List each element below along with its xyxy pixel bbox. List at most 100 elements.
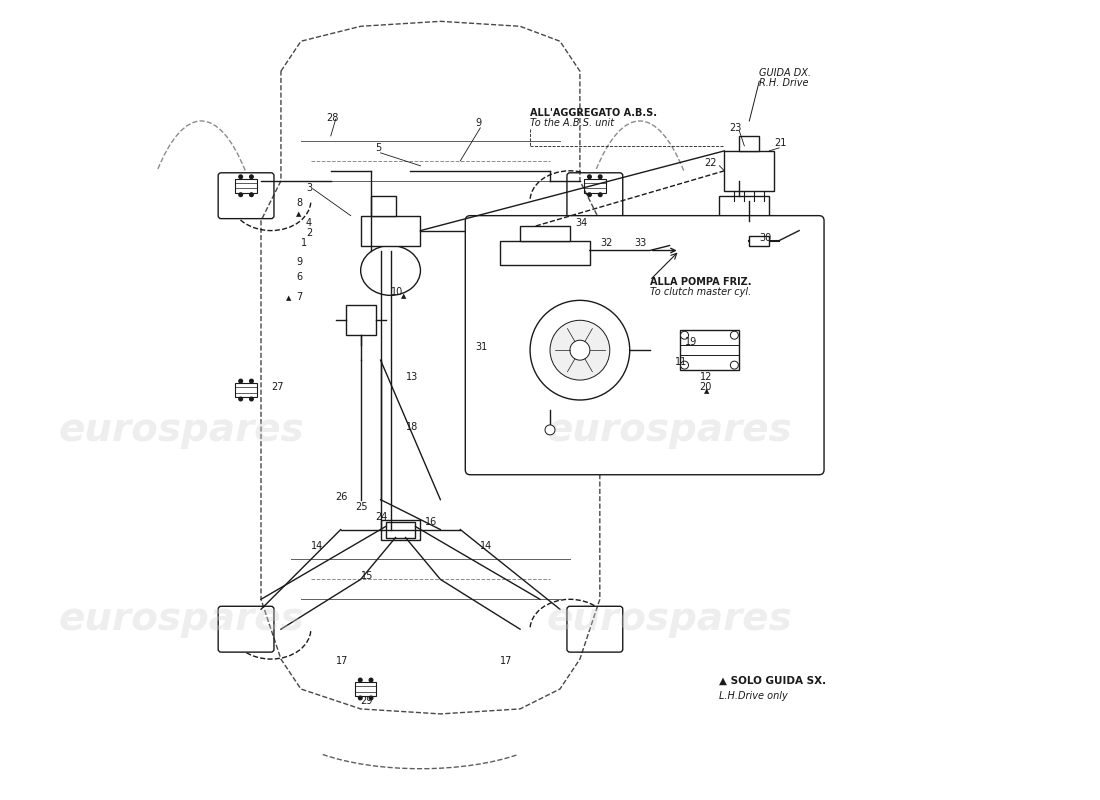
Text: 17: 17 xyxy=(500,656,513,666)
Text: 3: 3 xyxy=(306,182,312,193)
Bar xyxy=(355,682,376,696)
FancyArrowPatch shape xyxy=(652,248,675,253)
Text: 22: 22 xyxy=(704,158,717,168)
Circle shape xyxy=(370,678,373,682)
Text: 33: 33 xyxy=(635,238,647,247)
Bar xyxy=(371,196,396,216)
Text: 4: 4 xyxy=(306,218,312,228)
Text: 9: 9 xyxy=(475,118,482,128)
Circle shape xyxy=(359,678,362,682)
Circle shape xyxy=(250,398,253,401)
Bar xyxy=(725,151,774,190)
Text: 27: 27 xyxy=(271,382,284,392)
Text: 9: 9 xyxy=(296,258,303,267)
Text: 17: 17 xyxy=(336,656,348,666)
Bar xyxy=(520,226,570,241)
Text: 31: 31 xyxy=(475,342,487,352)
Text: eurospares: eurospares xyxy=(58,600,305,638)
Circle shape xyxy=(550,320,609,380)
Bar xyxy=(235,178,256,193)
Ellipse shape xyxy=(361,246,420,295)
Text: 26: 26 xyxy=(336,492,348,502)
Text: ALLA POMPA FRIZ.: ALLA POMPA FRIZ. xyxy=(650,278,751,287)
Text: eurospares: eurospares xyxy=(547,411,792,449)
Text: 23: 23 xyxy=(729,123,741,133)
Circle shape xyxy=(239,398,242,401)
Text: 20: 20 xyxy=(700,382,712,392)
Text: 32: 32 xyxy=(600,238,613,247)
FancyBboxPatch shape xyxy=(465,216,824,474)
Text: 18: 18 xyxy=(406,422,418,432)
Circle shape xyxy=(587,175,592,178)
Text: 15: 15 xyxy=(361,571,373,582)
Circle shape xyxy=(250,175,253,178)
Circle shape xyxy=(239,379,242,383)
Text: ▲: ▲ xyxy=(286,295,292,302)
Text: 14: 14 xyxy=(481,542,493,551)
Bar xyxy=(500,241,590,266)
Bar xyxy=(386,522,416,538)
Text: eurospares: eurospares xyxy=(58,411,305,449)
Bar xyxy=(584,178,606,193)
Text: 30: 30 xyxy=(759,233,771,242)
Text: L.H.Drive only: L.H.Drive only xyxy=(719,691,789,701)
Circle shape xyxy=(730,331,738,339)
FancyBboxPatch shape xyxy=(218,173,274,218)
FancyBboxPatch shape xyxy=(218,606,274,652)
Text: 19: 19 xyxy=(684,337,696,347)
Bar xyxy=(719,196,769,246)
Text: 29: 29 xyxy=(361,696,373,706)
Text: ▲: ▲ xyxy=(704,388,710,394)
Circle shape xyxy=(530,300,629,400)
Text: ▲ SOLO GUIDA SX.: ▲ SOLO GUIDA SX. xyxy=(719,676,826,686)
Text: 1: 1 xyxy=(301,238,307,247)
Bar xyxy=(680,330,739,370)
Circle shape xyxy=(250,193,253,197)
Text: 7: 7 xyxy=(296,292,303,302)
FancyBboxPatch shape xyxy=(566,173,623,218)
Circle shape xyxy=(598,175,602,178)
Circle shape xyxy=(681,331,689,339)
Circle shape xyxy=(681,361,689,369)
Bar xyxy=(361,216,420,246)
Text: 5: 5 xyxy=(375,143,382,153)
Text: 25: 25 xyxy=(355,502,368,512)
Text: 21: 21 xyxy=(774,138,786,148)
Bar xyxy=(235,383,256,398)
Bar xyxy=(749,235,769,246)
Text: To clutch master cyl.: To clutch master cyl. xyxy=(650,287,751,298)
Text: GUIDA DX.: GUIDA DX. xyxy=(759,68,812,78)
Circle shape xyxy=(587,193,592,197)
Circle shape xyxy=(250,379,253,383)
Bar xyxy=(739,136,759,151)
Text: 13: 13 xyxy=(406,372,418,382)
Circle shape xyxy=(359,696,362,700)
Circle shape xyxy=(544,425,556,435)
Text: 11: 11 xyxy=(674,357,686,367)
Circle shape xyxy=(570,340,590,360)
FancyBboxPatch shape xyxy=(566,606,623,652)
Circle shape xyxy=(370,696,373,700)
Text: 28: 28 xyxy=(326,113,338,123)
Text: ▲: ▲ xyxy=(296,210,301,217)
Text: 2: 2 xyxy=(306,227,312,238)
Text: 6: 6 xyxy=(296,273,303,282)
Circle shape xyxy=(598,193,602,197)
Bar xyxy=(475,290,505,310)
Circle shape xyxy=(239,193,242,197)
Bar xyxy=(345,306,375,335)
Text: To the A.B.S. unit: To the A.B.S. unit xyxy=(530,118,614,128)
Text: R.H. Drive: R.H. Drive xyxy=(759,78,808,88)
Text: eurospares: eurospares xyxy=(547,600,792,638)
Text: ALL'AGGREGATO A.B.S.: ALL'AGGREGATO A.B.S. xyxy=(530,108,657,118)
Text: 8: 8 xyxy=(296,198,303,208)
Bar xyxy=(381,519,420,539)
Text: 10: 10 xyxy=(390,287,403,298)
Text: 12: 12 xyxy=(700,372,712,382)
Circle shape xyxy=(239,175,242,178)
Text: 14: 14 xyxy=(311,542,323,551)
Text: 16: 16 xyxy=(426,517,438,526)
Circle shape xyxy=(730,361,738,369)
Text: 24: 24 xyxy=(375,511,388,522)
Text: 34: 34 xyxy=(575,218,587,228)
